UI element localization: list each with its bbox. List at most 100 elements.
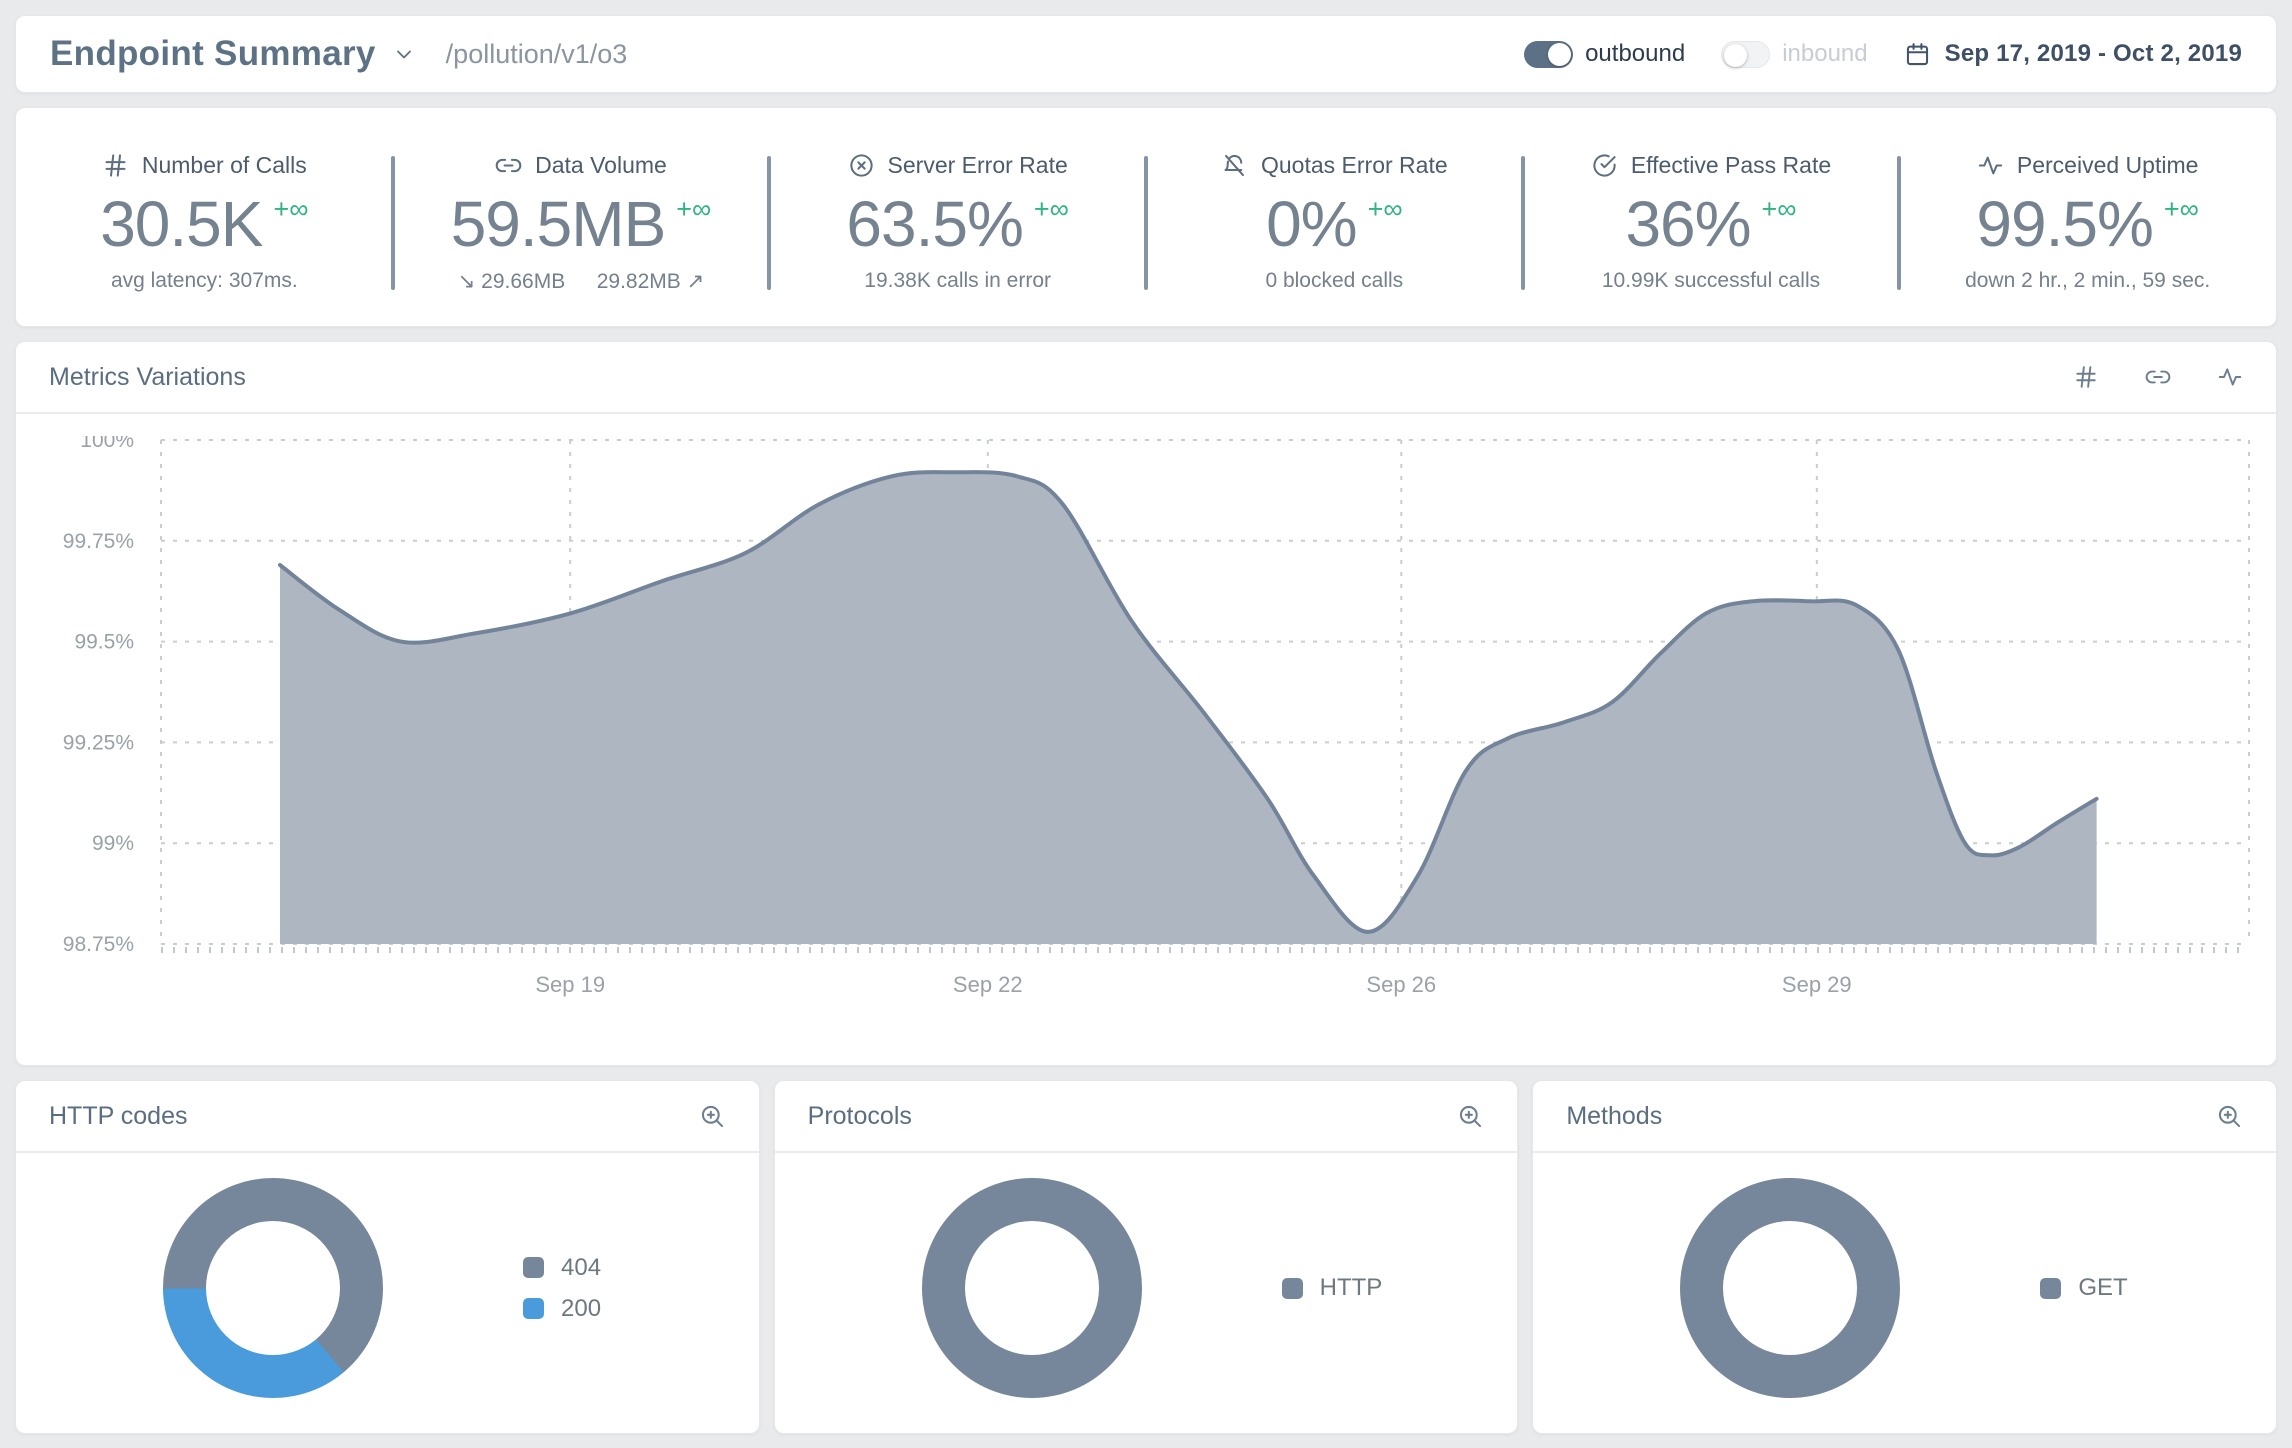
inbound-toggle[interactable]: inbound xyxy=(1721,40,1868,68)
stat-label: Server Error Rate xyxy=(887,152,1068,178)
stat-trend-infinity: +∞ xyxy=(273,194,309,224)
zoom-in-icon[interactable] xyxy=(699,1103,726,1130)
header-bar: Endpoint Summary /pollution/v1/o3 outbou… xyxy=(15,15,2277,93)
svg-text:Sep 29: Sep 29 xyxy=(1782,972,1852,997)
link-icon xyxy=(495,152,522,179)
legend-label: 200 xyxy=(561,1294,602,1322)
card-title: Protocols xyxy=(807,1101,912,1130)
donut-legend: 404 200 xyxy=(523,1254,601,1323)
outbound-toggle[interactable]: outbound xyxy=(1524,40,1685,68)
stat-server-error-rate: Server Error Rate 63.5% +∞ 19.38K calls … xyxy=(767,108,1146,326)
page-title: Endpoint Summary xyxy=(50,34,376,73)
activity-icon xyxy=(1977,152,2004,179)
chevron-down-icon[interactable] xyxy=(392,42,416,66)
stat-quotas-error-rate: Quotas Error Rate 0% +∞ 0 blocked calls xyxy=(1143,108,1523,326)
stat-value-row: 30.5K +∞ xyxy=(100,189,308,259)
legend-item-http[interactable]: HTTP xyxy=(1281,1274,1383,1302)
stat-label: Effective Pass Rate xyxy=(1630,152,1832,178)
legend-swatch xyxy=(523,1298,544,1319)
hash-icon[interactable] xyxy=(2073,364,2099,390)
card-header: Protocols xyxy=(774,1081,1518,1153)
metrics-panel-title: Metrics Variations xyxy=(49,362,246,391)
donut-hole xyxy=(1723,1221,1858,1355)
legend-label: HTTP xyxy=(1319,1274,1383,1301)
stat-value-row: 0% +∞ xyxy=(1266,189,1403,259)
svg-text:99.25%: 99.25% xyxy=(63,731,134,754)
endpoint-path: /pollution/v1/o3 xyxy=(445,38,628,69)
stat-value-row: 59.5MB +∞ xyxy=(451,189,712,259)
legend-swatch xyxy=(2040,1277,2062,1299)
metric-switcher-icons xyxy=(2073,364,2243,390)
svg-text:99.5%: 99.5% xyxy=(74,631,134,654)
metrics-variations-panel: Metrics Variations 100% 99.75% 99.5% 99.25%… xyxy=(15,341,2277,1066)
donut-chart xyxy=(163,1178,383,1398)
card-body: 404 200 xyxy=(16,1153,759,1433)
legend-label: 404 xyxy=(561,1253,602,1281)
stat-value-row: 99.5% +∞ xyxy=(1976,189,2198,259)
card-protocols: Protocols HTTP xyxy=(773,1080,1519,1434)
calendar-icon xyxy=(1904,41,1931,68)
svg-text:Sep 22: Sep 22 xyxy=(953,972,1023,997)
metrics-panel-header: Metrics Variations xyxy=(16,342,2276,414)
card-title: Methods xyxy=(1566,1101,1663,1130)
stat-trend-infinity: +∞ xyxy=(676,194,712,224)
bell-slash-icon xyxy=(1221,152,1248,179)
stat-label-row: Number of Calls xyxy=(102,152,307,179)
date-range-picker[interactable]: Sep 17, 2019 - Oct 2, 2019 xyxy=(1904,40,2242,68)
stat-value-row: 63.5% +∞ xyxy=(846,189,1068,259)
legend-item-404[interactable]: 404 xyxy=(523,1254,601,1282)
svg-text:99.75%: 99.75% xyxy=(63,530,134,553)
stat-subtext: down 2 hr., 2 min., 59 sec. xyxy=(1965,269,2211,292)
svg-text:Sep 19: Sep 19 xyxy=(535,972,605,997)
activity-icon[interactable] xyxy=(2217,364,2243,390)
stat-trend-infinity: +∞ xyxy=(1367,194,1403,224)
toggle-knob[interactable] xyxy=(1548,42,1572,66)
legend-item-get[interactable]: GET xyxy=(2040,1274,2128,1302)
zoom-in-icon[interactable] xyxy=(1457,1103,1484,1130)
svg-text:100%: 100% xyxy=(80,436,134,452)
stat-data-volume: Data Volume 59.5MB +∞ ↘ 29.66MB 29.82MB … xyxy=(390,108,770,326)
donut-hole xyxy=(964,1221,1099,1355)
metrics-area-chart: 100% 99.75% 99.5% 99.25% 99% 98.75% Sep 19 Sep … xyxy=(16,414,2276,1056)
stat-value: 59.5MB xyxy=(450,188,667,260)
zoom-in-icon[interactable] xyxy=(2216,1103,2243,1130)
date-range-value: Sep 17, 2019 - Oct 2, 2019 xyxy=(1944,40,2242,67)
legend-swatch xyxy=(1281,1277,1303,1299)
stat-subtext: avg latency: 307ms. xyxy=(110,269,298,292)
stat-perceived-uptime: Perceived Uptime 99.5% +∞ down 2 hr., 2 … xyxy=(1897,108,2276,326)
donut-legend: GET xyxy=(2040,1274,2128,1302)
donut-hole xyxy=(206,1221,340,1355)
inbound-toggle-label: inbound xyxy=(1782,40,1868,67)
donut-legend: HTTP xyxy=(1281,1274,1383,1302)
header-controls: outbound inbound Sep 17, 2019 - Oct 2, 2… xyxy=(1524,40,2242,68)
card-title: HTTP codes xyxy=(49,1101,188,1130)
stat-subtext: 10.99K successful calls xyxy=(1601,269,1821,292)
legend-label: GET xyxy=(2078,1274,2128,1301)
stat-effective-pass-rate: Effective Pass Rate 36% +∞ 10.99K succes… xyxy=(1520,108,1900,326)
toggle-knob[interactable] xyxy=(1724,43,1748,67)
toggle-track[interactable] xyxy=(1524,40,1574,68)
stat-label: Quotas Error Rate xyxy=(1261,152,1448,178)
circle-x-icon xyxy=(848,152,875,179)
svg-text:98.75%: 98.75% xyxy=(63,933,134,956)
stat-label-row: Perceived Uptime xyxy=(1977,152,2198,179)
stat-value: 0% xyxy=(1266,188,1357,260)
stat-label: Data Volume xyxy=(535,152,667,178)
stats-row: Number of Calls 30.5K +∞ avg latency: 30… xyxy=(15,107,2277,327)
stat-value: 30.5K xyxy=(100,188,263,260)
donut-chart xyxy=(921,1178,1142,1398)
stat-subtext: 0 blocked calls xyxy=(1265,269,1404,292)
stat-trend-infinity: +∞ xyxy=(1033,194,1069,224)
card-http-codes: HTTP codes 404 200 xyxy=(15,1080,760,1434)
card-body: HTTP xyxy=(775,1153,1518,1433)
svg-text:99%: 99% xyxy=(92,832,134,855)
stat-label-row: Effective Pass Rate xyxy=(1591,152,1831,179)
legend-item-200[interactable]: 200 xyxy=(523,1295,601,1323)
link-icon[interactable] xyxy=(2145,364,2171,390)
stat-value-row: 36% +∞ xyxy=(1625,189,1796,259)
stat-label-row: Data Volume xyxy=(495,152,667,179)
hash-icon xyxy=(102,152,129,179)
card-header: Methods xyxy=(1533,1081,2276,1153)
toggle-track[interactable] xyxy=(1721,40,1771,68)
svg-text:Sep 26: Sep 26 xyxy=(1366,972,1436,997)
